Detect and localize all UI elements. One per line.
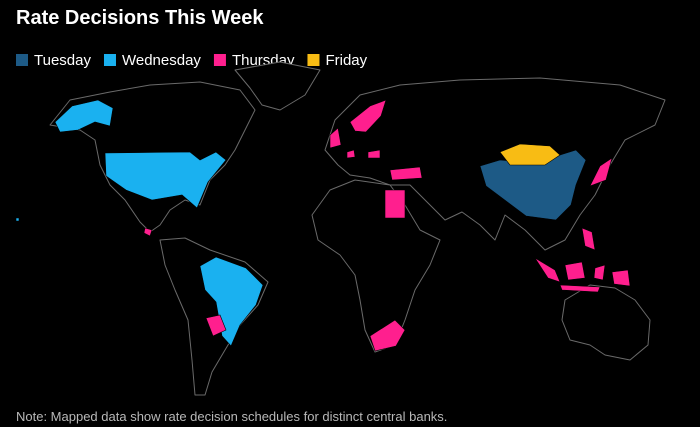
note: Note: Mapped data show rate decision sch… bbox=[16, 409, 447, 424]
country bbox=[367, 149, 381, 159]
country bbox=[199, 256, 264, 347]
country bbox=[564, 261, 586, 281]
country bbox=[143, 227, 153, 237]
title: Rate Decisions This Week bbox=[16, 7, 264, 29]
country bbox=[54, 99, 114, 133]
country bbox=[349, 99, 387, 133]
legend-swatch bbox=[16, 54, 28, 66]
country bbox=[534, 257, 561, 283]
country bbox=[329, 127, 342, 149]
country bbox=[346, 149, 356, 159]
legend-label: Wednesday bbox=[122, 52, 201, 69]
legend-label: Friday bbox=[325, 52, 367, 69]
country bbox=[581, 227, 596, 251]
country bbox=[389, 166, 423, 181]
country bbox=[499, 143, 561, 166]
country bbox=[15, 217, 20, 222]
country bbox=[205, 314, 227, 337]
country bbox=[589, 157, 613, 187]
greenland bbox=[234, 61, 321, 111]
country bbox=[559, 284, 601, 293]
country bbox=[104, 151, 227, 209]
legend-swatch bbox=[307, 54, 320, 66]
country bbox=[369, 319, 406, 352]
countries bbox=[15, 99, 631, 352]
country bbox=[384, 189, 406, 219]
country bbox=[611, 269, 631, 287]
legend-label: Tuesday bbox=[34, 52, 91, 69]
australia bbox=[561, 284, 651, 361]
legend-swatch bbox=[103, 54, 116, 66]
legend-swatch bbox=[213, 54, 226, 66]
country bbox=[593, 264, 606, 281]
